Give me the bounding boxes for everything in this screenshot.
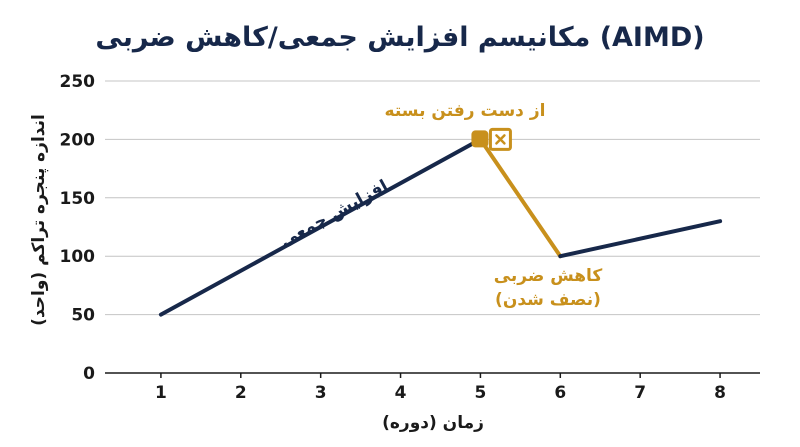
y-tick-label-50: 50 (71, 306, 95, 326)
grid (105, 80, 760, 316)
x-tick-label-1: 1 (155, 383, 167, 403)
y-tick-label-0: 0 (83, 364, 95, 384)
x-tick-label-8: 8 (714, 383, 726, 403)
line-segment-decrease-2 (478, 137, 563, 259)
line-segment-increase-3 (558, 219, 723, 259)
x-tick-label-4: 4 (395, 383, 407, 403)
loss-cross-glyph (495, 134, 506, 145)
y-tick-label-100: 100 (60, 247, 96, 267)
series (158, 137, 723, 317)
x-tick-label-7: 7 (634, 383, 646, 403)
line-segment-increase-1 (158, 137, 483, 317)
annotation-packet-loss: از دست رفتن بسته (385, 101, 546, 121)
annotation-additive-increase: افزایش جمعی (277, 176, 392, 251)
annotations: افزایش جمعی از دست رفتن بسته کاهش ضربی (نصف… (277, 101, 603, 310)
annotation-multiplicative-decrease: کاهش ضربی (494, 266, 603, 286)
x-tick-label-6: 6 (554, 383, 566, 403)
y-tick-label-200: 200 (60, 130, 96, 150)
loss-marker-square (471, 130, 489, 148)
chart-title: مکانیسم افزایش جمعی/کاهش ضربی (AIMD) (95, 22, 704, 53)
y-tick-label-150: 150 (60, 189, 96, 209)
y-tick-label-250: 250 (60, 72, 96, 92)
x-axis-label: زمان (دوره) (382, 413, 484, 433)
axes: 0 50 100 150 200 250 1 2 3 4 5 6 7 8 (60, 72, 760, 403)
x-tick-label-3: 3 (315, 383, 327, 403)
markers (471, 127, 512, 151)
x-tick-label-5: 5 (475, 383, 487, 403)
y-axis-label: اندازه پنجره تراکم (واحد) (29, 114, 49, 326)
annotation-halving: (نصف شدن) (495, 290, 601, 310)
x-tick-label-2: 2 (235, 383, 247, 403)
